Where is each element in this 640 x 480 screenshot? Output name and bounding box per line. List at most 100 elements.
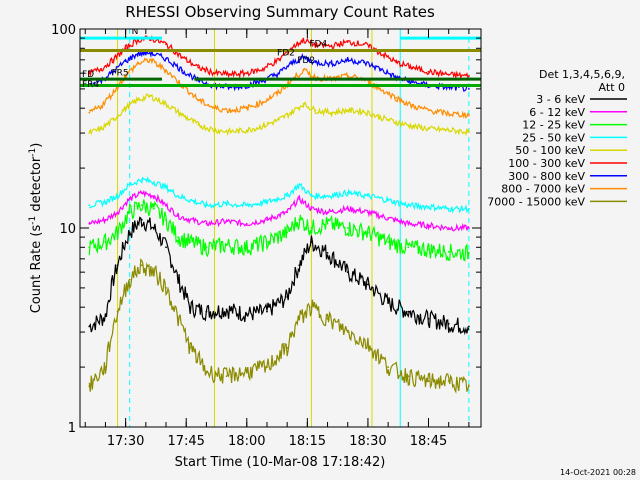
series-4-point-12	[262, 125, 264, 128]
series-8-point-11	[245, 370, 248, 373]
series-8-point-19	[387, 366, 390, 368]
series-1-point-21	[427, 224, 430, 227]
series-4-point-13	[278, 118, 280, 121]
series-8-point-12	[266, 366, 268, 368]
series-0-point-13	[286, 296, 289, 298]
series-8-point-21	[427, 380, 430, 383]
series-5-point-12	[262, 68, 264, 70]
series-4-point-11	[245, 129, 248, 132]
series-7-point-23	[427, 109, 430, 112]
series-0-point-18	[367, 283, 369, 286]
series-1-point-8	[189, 218, 192, 221]
x-tick-label-5: 18:45	[410, 434, 447, 449]
series-1-point-14	[298, 198, 301, 200]
series-7-point-0	[88, 111, 91, 114]
series-2-point-16	[326, 222, 329, 225]
series-8-point-3	[128, 278, 131, 281]
series-0-point-6	[165, 246, 167, 249]
series-6-point-2	[112, 70, 115, 73]
series-6-point-20	[379, 68, 381, 70]
y-axis: 1 10 100	[51, 23, 481, 436]
legend-label-4: 50 - 100 keV	[515, 144, 585, 157]
series-0-point-21	[427, 317, 430, 320]
series-7-point-4	[136, 62, 139, 65]
series-3-point-21	[427, 205, 430, 208]
series-1-point-16	[326, 211, 329, 214]
series-1-point-11	[245, 222, 248, 225]
series-5-point-2	[112, 58, 115, 61]
series-0-point-2	[116, 264, 119, 267]
x-axis-title: Start Time (10-Mar-08 17:18:42)	[175, 455, 386, 470]
series-2-point-1	[104, 241, 107, 243]
series-8-point-5	[153, 271, 155, 274]
series-1-point-6	[165, 204, 167, 207]
series-4-point-3	[124, 107, 127, 110]
series-5-point-24	[447, 73, 450, 76]
series-5-point-16	[314, 44, 317, 47]
series-1-point-9	[205, 222, 208, 225]
series-5-point-6	[165, 43, 167, 45]
series-8-point-18	[367, 343, 369, 346]
series-3-point-23	[467, 207, 470, 210]
series-6-point-22	[411, 81, 414, 84]
series-8-point-22	[447, 380, 450, 383]
series-7-point-11	[245, 107, 248, 110]
series-3-point-19	[387, 199, 390, 202]
series-0-point-5	[153, 227, 155, 229]
series-7-point-13	[278, 91, 280, 94]
series-2-point-12	[266, 241, 268, 243]
series-6-point-16	[314, 61, 317, 64]
legend-header-line1: Det 1,3,4,5,6,9,	[539, 68, 625, 81]
series-4-point-25	[467, 130, 470, 133]
series-1-point-10	[225, 220, 228, 223]
band-label-1: FD4	[309, 39, 327, 49]
series-4-point-4	[136, 99, 139, 101]
series-4-point-6	[165, 103, 167, 105]
series-0-point-0	[88, 325, 91, 328]
series-line-1	[88, 189, 470, 232]
y-axis-title-close: )	[29, 143, 44, 148]
y-axis-title: Count Rate (s-1 detector-1)	[28, 143, 44, 314]
series-5-point-8	[197, 66, 200, 69]
series-7-point-12	[262, 101, 264, 103]
series-2	[88, 199, 470, 262]
series-5-point-17	[330, 45, 333, 48]
legend-label-7: 800 - 7000 keV	[501, 183, 585, 196]
series-4-point-1	[100, 127, 103, 130]
series-6-point-15	[302, 56, 305, 59]
series-2-point-0	[88, 246, 91, 249]
series-4	[88, 93, 470, 137]
series-8-point-8	[189, 346, 192, 349]
series-0-point-4	[140, 218, 143, 221]
series-2-point-19	[387, 241, 390, 243]
series-2-point-17	[346, 227, 349, 229]
legend-label-2: 12 - 25 keV	[522, 119, 585, 132]
series-4-point-8	[197, 123, 200, 126]
series-2-point-14	[298, 218, 301, 221]
series-3-point-17	[346, 192, 349, 194]
series-1-point-23	[467, 227, 470, 229]
series-8-point-4	[140, 264, 143, 267]
series-3-point-1	[104, 201, 107, 203]
series-3-point-10	[225, 203, 228, 205]
series-6-point-6	[165, 57, 167, 60]
series-4-point-24	[447, 129, 450, 132]
series-1-point-19	[387, 217, 390, 220]
series-line-8	[88, 258, 470, 394]
series-4-point-9	[213, 129, 216, 132]
series-7-point-9	[213, 107, 216, 110]
series-1	[88, 189, 470, 232]
series-7-point-18	[346, 75, 349, 77]
y-axis-title-tail: detector	[29, 156, 44, 216]
series-4-point-23	[427, 127, 430, 130]
series-6-point-13	[278, 72, 280, 75]
y-tick-label-0: 1	[68, 421, 76, 436]
series-6-point-3	[124, 60, 127, 62]
series-6-point-5	[148, 51, 151, 54]
series-5-point-15	[302, 39, 305, 41]
series-8-point-13	[286, 346, 289, 349]
series-4-point-5	[148, 95, 151, 98]
series-0	[88, 216, 470, 336]
series-3-point-8	[189, 199, 192, 202]
series-3-point-6	[165, 186, 167, 189]
